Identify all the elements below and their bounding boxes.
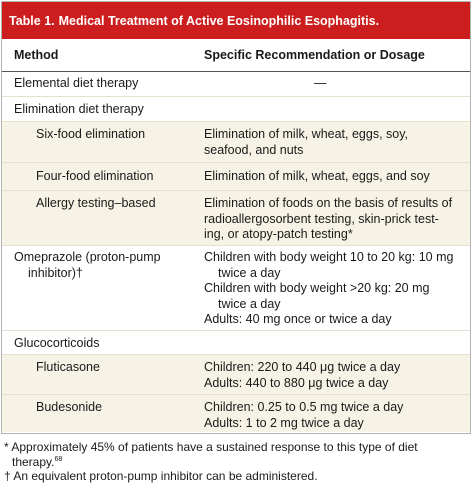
- recommendation-line: seafood, and nuts: [204, 142, 304, 157]
- recommendation-cell: [190, 336, 470, 354]
- table-row: Budesonide Children: 0.25 to 0.5 mg twic…: [2, 395, 470, 432]
- dosage-line: Children with body weight >20 kg: 20 mg: [204, 281, 430, 295]
- method-cell: Six-food elimination: [36, 127, 146, 141]
- recommendation-cell: [190, 102, 470, 121]
- dosage-item: Children with body weight 10 to 20 kg: 1…: [204, 250, 464, 281]
- recommendation-cell: Children: 220 to 440 μg twice a day Adul…: [190, 360, 470, 394]
- dosage-line: twice a day: [218, 265, 281, 280]
- footnote-star-text: * Approximately 45% of patients have a s…: [4, 440, 418, 469]
- table-row: Allergy testing–based Elimination of foo…: [2, 191, 470, 246]
- table-footnotes: * Approximately 45% of patients have a s…: [4, 440, 470, 484]
- column-header-recommendation: Specific Recommendation or Dosage: [204, 48, 425, 62]
- dosage-item: Adults: 40 mg once or twice a day: [204, 312, 464, 328]
- column-header-method: Method: [14, 48, 59, 62]
- table-row: Six-food elimination Elimination of milk…: [2, 122, 470, 163]
- method-cell: Fluticasone: [36, 360, 100, 374]
- method-cell: Elimination diet therapy: [14, 102, 144, 116]
- recommendation-dash: —: [314, 76, 327, 90]
- table-row: Four-food elimination Elimination of mil…: [2, 163, 470, 191]
- method-line: Omeprazole (proton-pump: [14, 250, 161, 264]
- method-line: inhibitor)†: [28, 265, 83, 280]
- footnote-dagger: † An equivalent proton-pump inhibitor ca…: [4, 469, 318, 483]
- footnote-star-reference: 68: [54, 455, 63, 463]
- recommendation-cell: Children with body weight 10 to 20 kg: 1…: [190, 250, 470, 330]
- method-cell: Allergy testing–based: [36, 196, 156, 210]
- dosage-line: Children with body weight 10 to 20 kg: 1…: [204, 250, 454, 264]
- footnote-star: * Approximately 45% of patients have a s…: [4, 440, 470, 469]
- recommendation-cell: Elimination of foods on the basis of res…: [190, 196, 470, 245]
- dosage-line: Adults: 40 mg once or twice a day: [204, 312, 392, 326]
- method-cell: Omeprazole (proton-pump inhibitor)†: [2, 250, 190, 330]
- table-label: Table 1.: [9, 13, 55, 28]
- table-row: Glucocorticoids: [2, 331, 470, 355]
- recommendation-cell: Elimination of milk, wheat, eggs, soy, s…: [190, 127, 470, 162]
- table-row: Elimination diet therapy: [2, 97, 470, 122]
- recommendation-cell: —: [190, 76, 470, 96]
- recommendation-line: Elimination of foods on the basis of res…: [204, 196, 453, 210]
- table-frame: Table 1. Medical Treatment of Active Eos…: [1, 1, 471, 434]
- method-cell: Budesonide: [36, 400, 103, 414]
- recommendation-line: Children: 220 to 440 μg twice a day: [204, 360, 401, 374]
- recommendation-line: radioallergosorbent testing, skin-prick …: [204, 211, 439, 226]
- dosage-line: twice a day: [218, 296, 281, 311]
- dosage-item: Children with body weight >20 kg: 20 mg …: [204, 281, 464, 312]
- method-cell: Four-food elimination: [36, 169, 154, 183]
- table-header-row: Method Specific Recommendation or Dosage: [2, 39, 470, 72]
- method-cell: Elemental diet therapy: [14, 76, 139, 90]
- recommendation-line: ing, or atopy-patch testing*: [204, 227, 353, 241]
- table-title-bar: Table 1. Medical Treatment of Active Eos…: [2, 2, 470, 39]
- table-row: Fluticasone Children: 220 to 440 μg twic…: [2, 355, 470, 395]
- table-row: Omeprazole (proton-pump inhibitor)† Chil…: [2, 246, 470, 331]
- recommendation-line: Elimination of milk, wheat, eggs, soy,: [204, 127, 409, 141]
- table-title: Medical Treatment of Active Eosinophilic…: [58, 13, 380, 28]
- method-cell: Glucocorticoids: [14, 336, 100, 350]
- recommendation-cell: Elimination of milk, wheat, eggs, and so…: [204, 169, 430, 183]
- recommendation-cell: Children: 0.25 to 0.5 mg twice a day Adu…: [190, 400, 470, 432]
- table-row: Elemental diet therapy —: [2, 72, 470, 97]
- recommendation-line: Adults: 1 to 2 mg twice a day: [204, 415, 364, 430]
- recommendation-line: Adults: 440 to 880 μg twice a day: [204, 375, 389, 390]
- recommendation-line: Children: 0.25 to 0.5 mg twice a day: [204, 400, 404, 414]
